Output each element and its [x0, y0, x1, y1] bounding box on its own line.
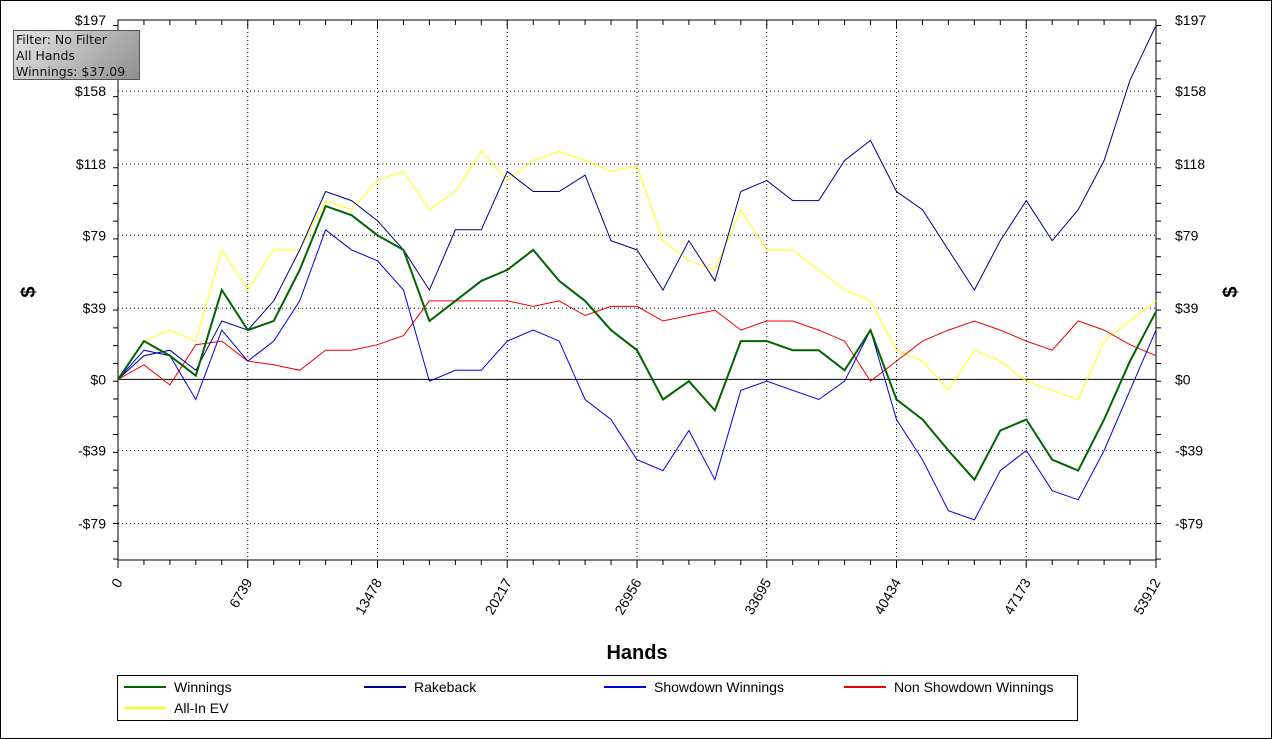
filter-info-box: Filter: No Filter All Hands Winnings: $3…: [13, 30, 140, 80]
legend-item: Winnings: [124, 679, 232, 695]
legend-item: All-In EV: [124, 700, 228, 716]
y-tick-label-right: $39: [1175, 300, 1199, 316]
legend-label: Winnings: [174, 679, 232, 695]
y-tick-label-left: $158: [75, 83, 106, 99]
legend-label: All-In EV: [174, 700, 229, 716]
y-axis-label-left: $: [18, 286, 40, 297]
legend-label: Showdown Winnings: [654, 679, 784, 695]
y-tick-label-left: $79: [83, 227, 107, 243]
series-line-non-showdown-winnings: [117, 300, 1157, 386]
x-axis-label: Hands: [606, 642, 667, 664]
x-tick-label: 13478: [352, 575, 385, 617]
y-tick-label-left: $0: [90, 371, 106, 387]
legend-label: Rakeback: [414, 679, 477, 695]
y-tick-label-right: -$79: [1175, 516, 1203, 532]
x-tick-label: 47173: [1001, 575, 1034, 617]
legend: Winnings Rakeback Showdown Winnings Non Sho…: [117, 675, 1078, 721]
legend-swatch: [124, 686, 166, 688]
legend-item: Showdown Winnings: [604, 679, 784, 695]
x-tick-label: 6739: [226, 575, 256, 610]
series-line-all-in-ev: [117, 150, 1157, 401]
y-tick-label-right: $197: [1175, 12, 1206, 28]
y-tick-label-left: $118: [76, 156, 106, 172]
x-tick-label: 40434: [871, 575, 904, 617]
y-tick-label-right: $0: [1175, 371, 1191, 387]
filter-text: Filter: No Filter: [16, 32, 107, 47]
y-tick-label-right: $118: [1175, 156, 1205, 172]
hands-text: All Hands: [16, 48, 75, 63]
legend-swatch: [364, 686, 406, 688]
series-line-showdown-winnings: [117, 228, 1157, 521]
legend-swatch: [124, 707, 166, 709]
x-tick-label: 0: [108, 575, 126, 590]
y-tick-label-left: $197: [75, 12, 106, 28]
legend-item: Rakeback: [364, 679, 476, 695]
y-tick-label-right: -$39: [1175, 443, 1203, 459]
legend-swatch: [844, 686, 886, 688]
y-tick-label-left: -$39: [78, 443, 106, 459]
x-tick-label: 20217: [482, 575, 515, 617]
y-axis-label-right: $: [1220, 286, 1242, 297]
y-tick-label-right: $79: [1175, 227, 1199, 243]
x-tick-label: 53912: [1130, 575, 1163, 617]
series-line-rakeback: [117, 25, 1157, 380]
legend-swatch: [604, 686, 646, 688]
y-tick-label-left: -$79: [78, 516, 106, 532]
legend-label: Non Showdown Winnings: [894, 679, 1054, 695]
x-tick-label: 33695: [741, 575, 774, 617]
x-tick-label: 26956: [611, 575, 644, 617]
legend-item: Non Showdown Winnings: [844, 679, 1054, 695]
winnings-text: Winnings: $37.09: [16, 64, 126, 79]
y-tick-label-left: $39: [83, 300, 107, 316]
y-tick-label-right: $158: [1175, 83, 1206, 99]
series-line-winnings: [117, 204, 1157, 482]
